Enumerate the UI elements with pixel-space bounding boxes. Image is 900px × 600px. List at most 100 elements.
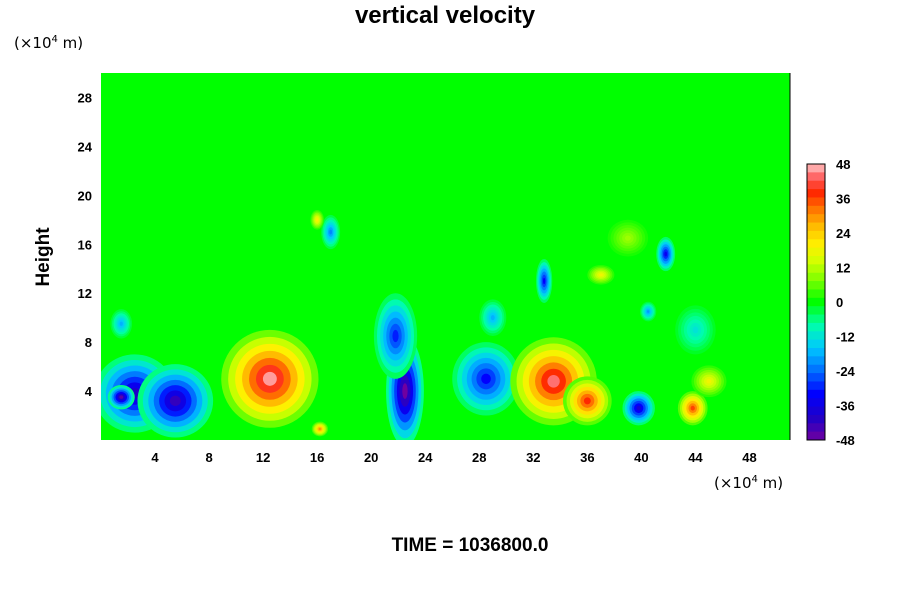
y-axis-unit-suffix: m) (58, 34, 83, 52)
colorbar-band (807, 364, 825, 374)
y-tick-label: 20 (78, 188, 92, 203)
x-axis-unit-exponent: 4 (752, 474, 758, 485)
x-tick-label: 40 (634, 450, 648, 465)
x-tick-label: 28 (472, 450, 486, 465)
x-tick-label: 4 (151, 450, 159, 465)
colorbar-band (807, 339, 825, 349)
time-label: TIME = 1036800.0 (392, 535, 549, 556)
colorbar-band (807, 331, 825, 341)
colorbar (806, 163, 826, 441)
x-tick-label: 20 (364, 450, 378, 465)
colorbar-band (807, 180, 825, 190)
colorbar-band (807, 205, 825, 215)
contour-level (119, 395, 124, 399)
colorbar-band (807, 281, 825, 290)
colorbar-band (807, 222, 825, 232)
x-tick-label: 44 (688, 450, 703, 465)
colorbar-band (807, 348, 825, 357)
colorbar-tick-label: 0 (836, 295, 843, 310)
x-tick-label: 32 (526, 450, 540, 465)
y-tick-label: 8 (85, 335, 92, 350)
x-tick-label: 36 (580, 450, 594, 465)
x-tick-label: 12 (256, 450, 270, 465)
x-axis-unit-prefix: (×10 (714, 474, 752, 492)
contour-feature-19 (607, 219, 649, 257)
colorbar-band (807, 431, 825, 441)
contour-feature-10 (563, 376, 612, 426)
colorbar-band (807, 230, 825, 240)
colorbar-tick-label: -36 (836, 399, 855, 414)
colorbar-tick-label: -24 (836, 364, 856, 379)
contour-level (706, 379, 712, 384)
contour-level (598, 273, 603, 277)
colorbar-tick-label: 12 (836, 261, 850, 276)
contour-feature-12 (677, 391, 708, 426)
x-axis-unit-suffix: m) (758, 474, 783, 492)
contour-level (692, 326, 699, 334)
contour-level (624, 235, 631, 241)
contour-level (318, 427, 322, 431)
contour-feature-16 (321, 214, 341, 250)
x-tick-label: 24 (418, 450, 433, 465)
contour-feature-15 (536, 258, 553, 303)
colorbar-band (807, 406, 825, 416)
colorbar-band (807, 272, 825, 282)
colorbar-band (807, 247, 825, 257)
x-tick-label: 48 (742, 450, 756, 465)
contour-feature-14 (656, 236, 676, 272)
x-axis-unit: (×104 m) (714, 474, 783, 492)
y-axis-unit: (×104 m) (14, 34, 83, 52)
contour-feature-3 (107, 384, 135, 410)
contour-feature-18 (587, 265, 615, 285)
y-axis-unit-exponent: 4 (52, 34, 58, 45)
colorbar-band (807, 314, 825, 324)
contour-level (316, 218, 319, 222)
colorbar-band (807, 172, 825, 182)
colorbar-band (807, 389, 825, 399)
colorbar-band (807, 306, 825, 316)
contour-feature-13 (691, 365, 727, 398)
contour-feature-11 (622, 391, 655, 426)
x-tick-label: 16 (310, 450, 324, 465)
contour-level (542, 277, 546, 285)
contour-level (690, 405, 695, 411)
y-tick-label: 28 (78, 90, 92, 105)
colorbar-band (807, 256, 825, 265)
x-axis-ticks: 4 8 12 16 20 24 28 32 36 40 44 48 (151, 450, 756, 465)
colorbar-band (807, 189, 825, 198)
colorbar-tick-label: 48 (836, 157, 850, 172)
contour-feature-7 (373, 293, 418, 379)
contour-feature-4 (221, 329, 319, 428)
colorbar-ticks: 48 36 24 12 0 -12 -24 -36 -48 (836, 157, 856, 448)
colorbar-band (807, 381, 825, 391)
colorbar-band (807, 164, 825, 173)
colorbar-band (807, 398, 825, 408)
contour-level (664, 251, 668, 257)
contour-feature-2 (137, 364, 214, 438)
y-axis-label: Height (33, 227, 54, 287)
y-tick-label: 12 (78, 286, 92, 301)
contour-level (329, 229, 333, 235)
contour-feature-5 (311, 421, 328, 437)
chart-title: vertical velocity (355, 2, 536, 29)
contour-level (636, 405, 642, 411)
contour-level (490, 315, 495, 321)
plot-background (101, 73, 790, 440)
contour-feature-21 (479, 299, 507, 337)
contour-level (392, 329, 399, 343)
contour-level (547, 374, 560, 388)
colorbar-tick-label: 24 (836, 226, 851, 241)
contour-feature-8 (452, 342, 520, 416)
colorbar-band (807, 264, 825, 274)
contour-level (262, 371, 277, 386)
colorbar-band (807, 373, 825, 382)
colorbar-band (807, 414, 825, 424)
y-axis-unit-prefix: (×10 (14, 34, 52, 52)
contour-feature-20 (110, 309, 133, 339)
colorbar-band (807, 356, 825, 366)
colorbar-tick-label: -48 (836, 433, 855, 448)
colorbar-band (807, 297, 825, 307)
y-tick-label: 4 (85, 384, 93, 399)
contour-feature-17 (310, 210, 324, 230)
